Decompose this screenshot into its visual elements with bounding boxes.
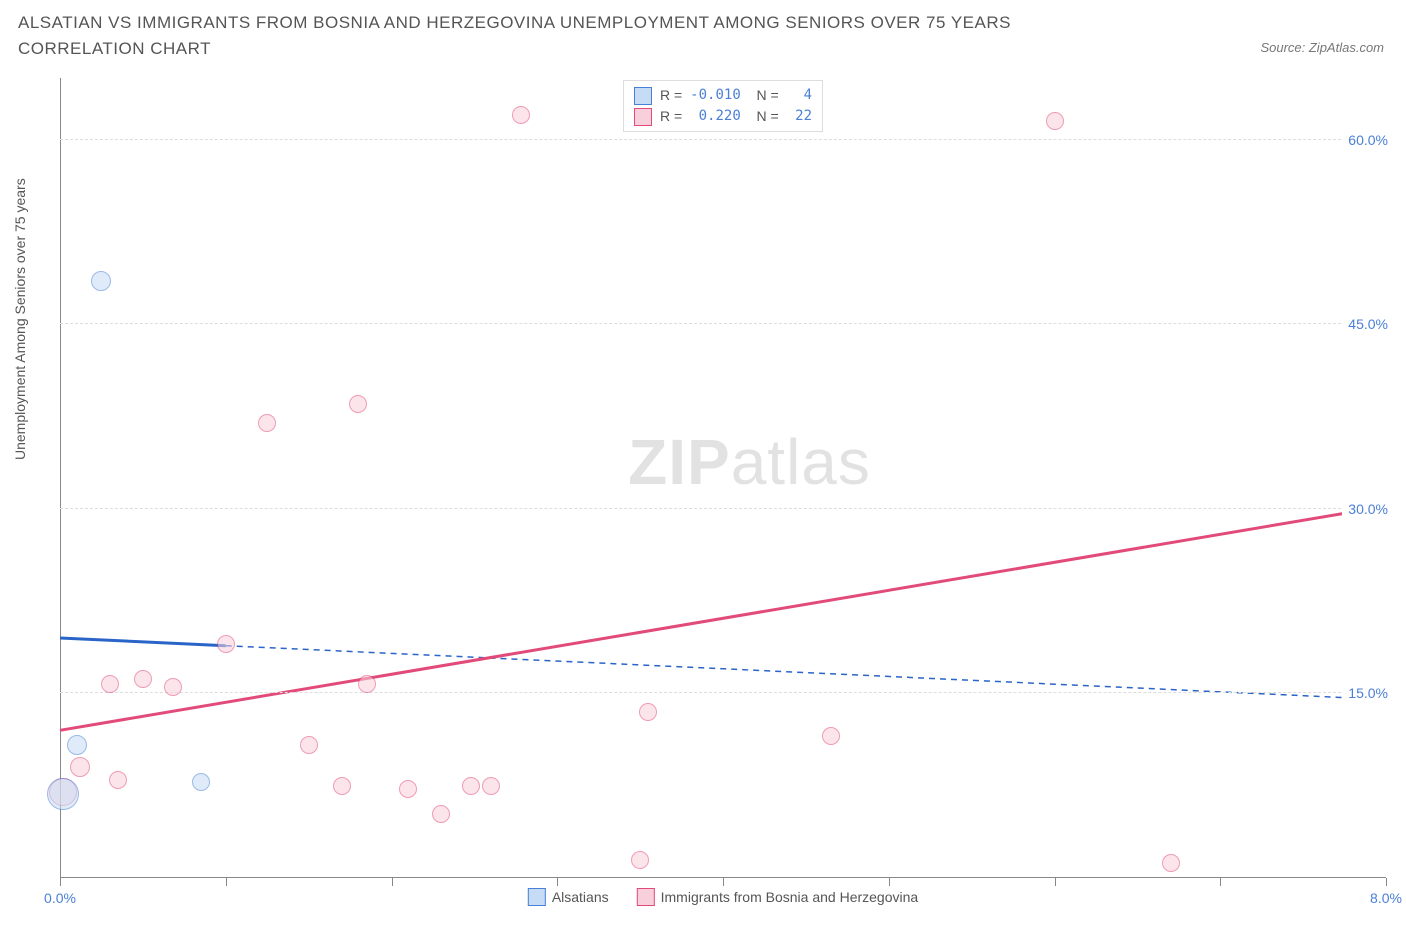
legend-swatch-bottom-bosnia xyxy=(637,888,655,906)
data-point xyxy=(349,395,367,413)
data-point xyxy=(134,670,152,688)
trend-line-Immigrants from Bosnia and Herzegovina xyxy=(60,506,1386,730)
data-point xyxy=(47,778,79,810)
x-tick xyxy=(723,878,724,886)
legend-row-alsatians: R = -0.010 N = 4 xyxy=(634,85,812,106)
data-point xyxy=(192,773,210,791)
correlation-legend: R = -0.010 N = 4 R = 0.220 N = 22 xyxy=(623,80,823,132)
legend-swatch-bosnia xyxy=(634,108,652,126)
x-tick-label: 8.0% xyxy=(1370,890,1402,906)
chart-container: ALSATIAN VS IMMIGRANTS FROM BOSNIA AND H… xyxy=(0,0,1406,930)
y-tick-label: 60.0% xyxy=(1342,132,1388,148)
r-value-bosnia: 0.220 xyxy=(690,106,741,127)
legend-item-bosnia: Immigrants from Bosnia and Herzegovina xyxy=(637,888,919,906)
grid-line xyxy=(60,139,1386,140)
data-point xyxy=(399,780,417,798)
x-tick xyxy=(226,878,227,886)
legend-label-bosnia: Immigrants from Bosnia and Herzegovina xyxy=(661,889,919,905)
data-point xyxy=(91,271,111,291)
data-point xyxy=(333,777,351,795)
legend-row-bosnia: R = 0.220 N = 22 xyxy=(634,106,812,127)
trend-line-Alsatians xyxy=(60,638,226,646)
y-tick-label: 30.0% xyxy=(1342,501,1388,517)
data-point xyxy=(512,106,530,124)
data-point xyxy=(462,777,480,795)
series-legend: Alsatians Immigrants from Bosnia and Her… xyxy=(528,888,918,906)
x-tick xyxy=(392,878,393,886)
legend-label-alsatians: Alsatians xyxy=(552,889,609,905)
data-point xyxy=(70,757,90,777)
data-point xyxy=(109,771,127,789)
data-point xyxy=(482,777,500,795)
x-tick-label: 0.0% xyxy=(44,890,76,906)
x-tick xyxy=(60,878,61,886)
grid-line xyxy=(60,508,1386,509)
chart-title: ALSATIAN VS IMMIGRANTS FROM BOSNIA AND H… xyxy=(18,10,1138,61)
x-tick xyxy=(1386,878,1387,886)
data-point xyxy=(1046,112,1064,130)
data-point xyxy=(164,678,182,696)
x-tick xyxy=(889,878,890,886)
y-tick-label: 45.0% xyxy=(1342,316,1388,332)
source-attribution: Source: ZipAtlas.com xyxy=(1260,40,1384,55)
data-point xyxy=(300,736,318,754)
trend-lines-layer xyxy=(60,78,1386,878)
grid-line xyxy=(60,692,1386,693)
plot-area: ZIPatlas R = -0.010 N = 4 R = 0.220 N = … xyxy=(60,78,1386,878)
data-point xyxy=(432,805,450,823)
data-point xyxy=(258,414,276,432)
data-point xyxy=(639,703,657,721)
data-point xyxy=(1162,854,1180,872)
data-point xyxy=(358,675,376,693)
x-tick xyxy=(1055,878,1056,886)
r-value-alsatians: -0.010 xyxy=(690,85,741,106)
grid-line xyxy=(60,323,1386,324)
n-value-bosnia: 22 xyxy=(787,106,812,127)
y-tick-label: 15.0% xyxy=(1342,685,1388,701)
y-axis-label: Unemployment Among Seniors over 75 years xyxy=(12,178,28,460)
data-point xyxy=(217,635,235,653)
legend-swatch-alsatians xyxy=(634,87,652,105)
data-point xyxy=(822,727,840,745)
data-point xyxy=(67,735,87,755)
x-tick xyxy=(1220,878,1221,886)
n-value-alsatians: 4 xyxy=(787,85,812,106)
data-point xyxy=(101,675,119,693)
legend-item-alsatians: Alsatians xyxy=(528,888,609,906)
data-point xyxy=(631,851,649,869)
legend-swatch-bottom-alsatians xyxy=(528,888,546,906)
x-tick xyxy=(557,878,558,886)
